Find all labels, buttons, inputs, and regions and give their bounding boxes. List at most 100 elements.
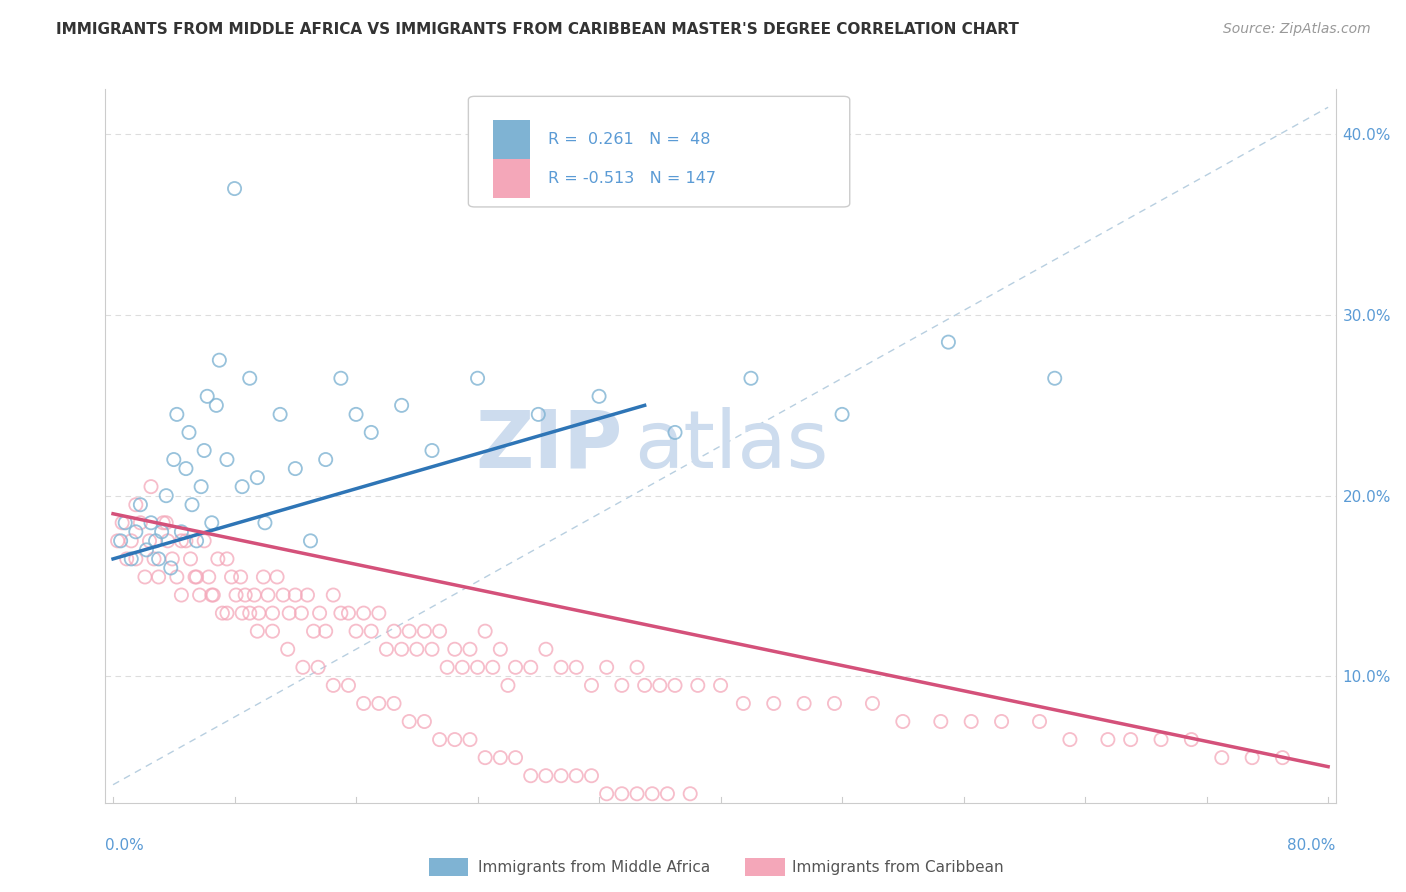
Point — [114, 516, 136, 530]
Point — [398, 624, 420, 639]
Bar — [494, 120, 530, 159]
Point — [824, 697, 846, 711]
Point — [907, 822, 929, 837]
Point — [231, 606, 253, 620]
Point — [134, 570, 156, 584]
Point — [246, 470, 269, 484]
Point — [120, 533, 142, 548]
Point — [344, 624, 367, 639]
Point — [648, 678, 671, 692]
Point — [211, 606, 233, 620]
Point — [143, 552, 166, 566]
Point — [367, 606, 389, 620]
Point — [664, 678, 686, 692]
Point — [297, 588, 319, 602]
Point — [166, 408, 188, 422]
Text: 0.0%: 0.0% — [105, 838, 145, 854]
Point — [247, 606, 270, 620]
Point — [838, 805, 860, 819]
Point — [225, 588, 247, 602]
Point — [451, 660, 474, 674]
Point — [595, 660, 617, 674]
Point — [138, 533, 160, 548]
Point — [184, 570, 207, 584]
Text: R = -0.513   N = 147: R = -0.513 N = 147 — [548, 171, 716, 186]
Point — [458, 732, 481, 747]
Point — [1028, 714, 1050, 729]
Point — [565, 769, 588, 783]
Point — [581, 769, 603, 783]
Point — [733, 697, 755, 711]
Point — [436, 660, 458, 674]
Point — [193, 533, 215, 548]
Text: 80.0%: 80.0% — [1288, 838, 1336, 854]
Point — [290, 606, 312, 620]
Point — [239, 371, 262, 385]
Point — [190, 480, 212, 494]
Point — [505, 660, 527, 674]
Point — [243, 588, 266, 602]
Point — [115, 552, 138, 566]
Point — [762, 697, 785, 711]
Point — [224, 181, 246, 195]
Point — [360, 624, 382, 639]
Point — [382, 624, 405, 639]
Point — [150, 524, 173, 539]
Point — [869, 805, 891, 819]
Point — [391, 642, 413, 657]
Point — [565, 660, 588, 674]
Point — [929, 714, 952, 729]
Point — [129, 498, 152, 512]
Point — [120, 552, 142, 566]
Point — [201, 516, 224, 530]
Point — [686, 678, 709, 692]
Point — [534, 769, 557, 783]
Point — [262, 606, 284, 620]
Point — [679, 787, 702, 801]
Point — [382, 697, 405, 711]
Point — [429, 732, 451, 747]
Point — [239, 606, 262, 620]
Point — [405, 642, 427, 657]
Point — [152, 516, 174, 530]
Point — [474, 750, 496, 764]
Point — [489, 642, 512, 657]
Bar — [494, 159, 530, 198]
Point — [179, 552, 201, 566]
Point — [170, 524, 193, 539]
Point — [610, 678, 633, 692]
Point — [188, 588, 211, 602]
Text: IMMIGRANTS FROM MIDDLE AFRICA VS IMMIGRANTS FROM CARIBBEAN MASTER'S DEGREE CORRE: IMMIGRANTS FROM MIDDLE AFRICA VS IMMIGRA… — [56, 22, 1019, 37]
Point — [938, 335, 960, 350]
Point — [998, 822, 1021, 837]
Point — [107, 533, 129, 548]
Point — [527, 408, 550, 422]
Point — [990, 714, 1012, 729]
Text: Immigrants from Middle Africa: Immigrants from Middle Africa — [478, 860, 710, 874]
Point — [633, 678, 655, 692]
Point — [1241, 750, 1264, 764]
Point — [588, 389, 610, 403]
Point — [1211, 750, 1233, 764]
Point — [413, 714, 436, 729]
Point — [1150, 732, 1173, 747]
Point — [166, 570, 188, 584]
Point — [156, 533, 179, 548]
Point — [344, 408, 367, 422]
Point — [215, 552, 238, 566]
Point — [215, 452, 238, 467]
Point — [111, 516, 134, 530]
Point — [595, 787, 617, 801]
Point — [550, 769, 572, 783]
Point — [474, 624, 496, 639]
Point — [519, 769, 541, 783]
Point — [252, 570, 274, 584]
Point — [626, 660, 648, 674]
Point — [489, 750, 512, 764]
Point — [233, 588, 256, 602]
Text: ZIP: ZIP — [475, 407, 621, 485]
Point — [496, 678, 519, 692]
Point — [125, 552, 148, 566]
Text: R =  0.261   N =  48: R = 0.261 N = 48 — [548, 132, 711, 146]
Point — [139, 480, 162, 494]
